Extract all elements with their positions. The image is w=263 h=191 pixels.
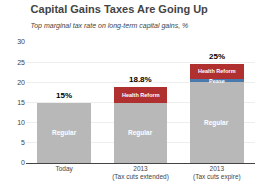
svg-text:Regular: Regular: [128, 129, 153, 137]
svg-text:2013(Tax cuts extended): 2013(Tax cuts extended): [112, 165, 169, 181]
svg-text:0: 0: [21, 159, 25, 166]
svg-text:20: 20: [17, 79, 25, 86]
svg-text:Health Reform: Health Reform: [198, 68, 236, 74]
svg-text:Regular: Regular: [52, 129, 77, 137]
svg-text:Health Reform: Health Reform: [122, 92, 160, 98]
svg-text:15%: 15%: [56, 91, 72, 100]
svg-text:30: 30: [17, 38, 25, 45]
svg-text:25%: 25%: [209, 52, 225, 61]
svg-text:2013(Tax cuts expire): 2013(Tax cuts expire): [193, 165, 241, 181]
svg-text:Pease: Pease: [209, 78, 225, 84]
svg-text:18.8%: 18.8%: [129, 75, 152, 84]
svg-text:Regular: Regular: [204, 119, 229, 127]
svg-text:Today: Today: [55, 165, 73, 173]
svg-text:5: 5: [21, 139, 25, 146]
svg-text:15: 15: [17, 99, 25, 106]
svg-text:10: 10: [17, 119, 25, 126]
svg-text:25: 25: [17, 59, 25, 66]
svg-text:Capital Gains Taxes Are Going: Capital Gains Taxes Are Going UpTop marg…: [31, 3, 209, 29]
